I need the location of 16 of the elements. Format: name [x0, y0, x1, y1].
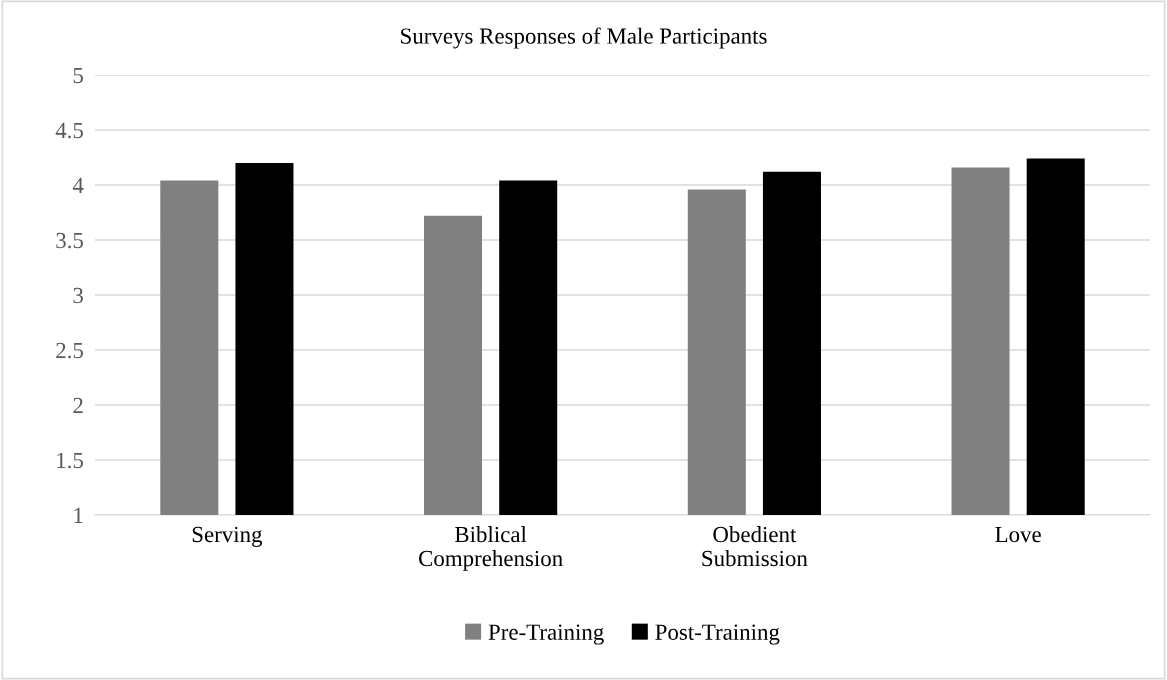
x-tick-label: Biblical Comprehension [419, 526, 563, 571]
legend-label: Post-Training [655, 624, 780, 645]
y-tick-label: 4.5 [55, 122, 83, 139]
y-tick-label: 3 [73, 287, 83, 304]
chart-title: Surveys Responses of Male Participants [401, 27, 767, 49]
y-tick-label: 1 [74, 507, 83, 523]
y-tick-label: 5 [73, 67, 83, 84]
x-tick-label: Love [995, 527, 1041, 543]
y-tick-label: 2.5 [56, 342, 83, 359]
x-tick-label: Serving [192, 526, 263, 547]
x-tick-label: Obedient Submission [702, 526, 808, 567]
y-tick-label: 3.5 [56, 232, 83, 249]
y-tick-label: 1.5 [57, 452, 83, 469]
legend-label: Pre-Training [488, 624, 604, 645]
y-tick-label: 2 [73, 397, 83, 413]
y-tick-label: 4 [72, 177, 84, 193]
